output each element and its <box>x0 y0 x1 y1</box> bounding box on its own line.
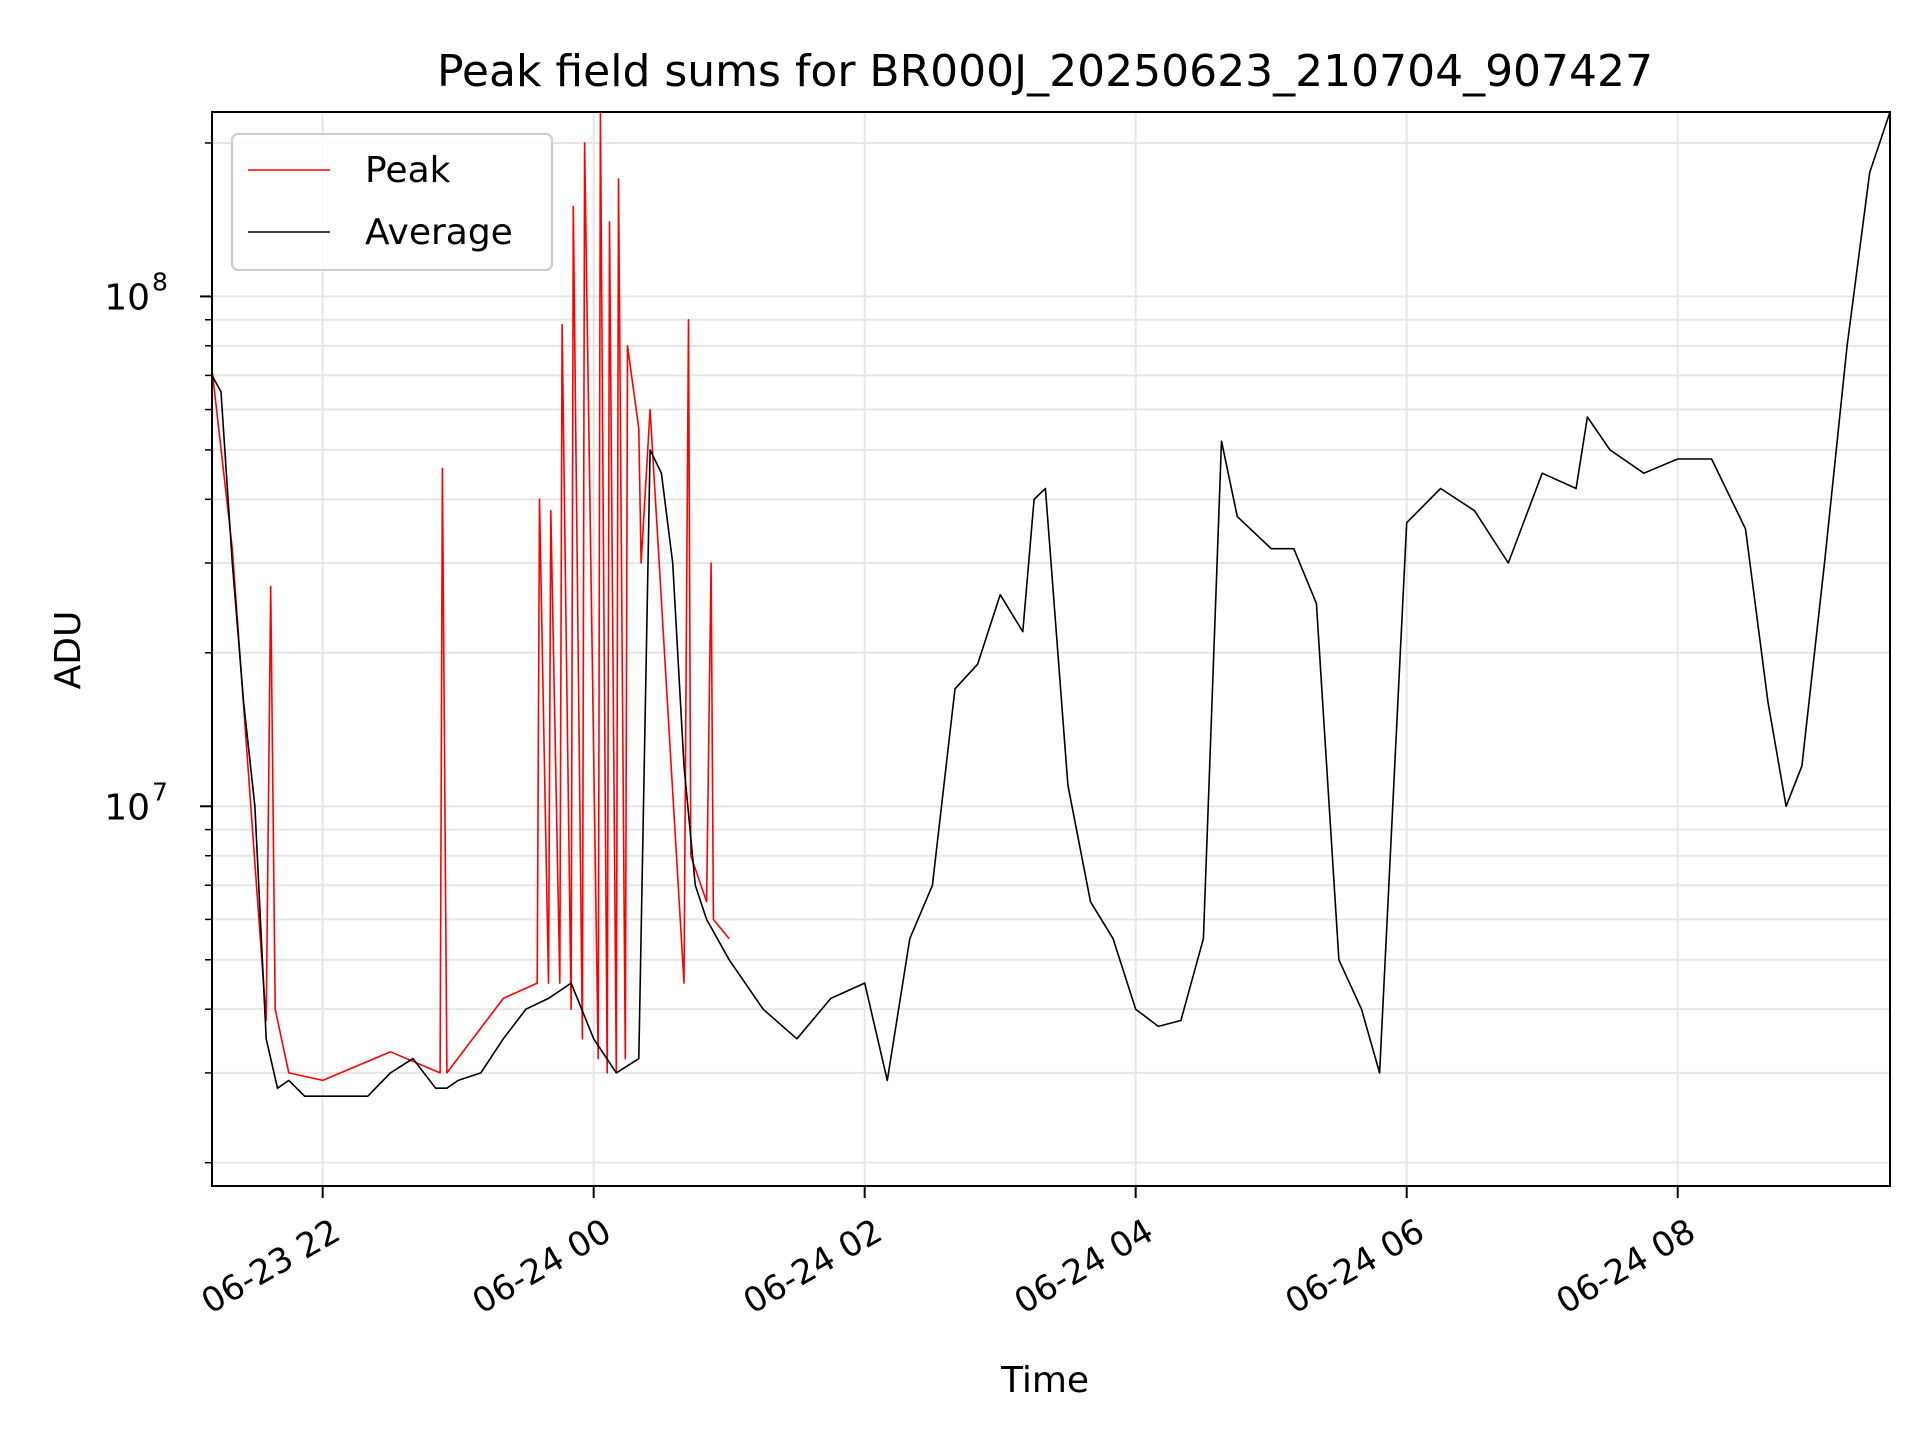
legend-box <box>231 133 553 271</box>
series-line-average <box>211 111 1891 1097</box>
chart-title: Peak field sums for BR000J_20250623_2107… <box>437 46 1653 97</box>
y-tick-label-base: 10 <box>104 787 150 828</box>
y-tick-label-base: 10 <box>104 277 150 318</box>
legend-label-peak: Peak <box>365 150 451 191</box>
y-tick-label-exponent: 7 <box>152 777 168 806</box>
series-layer <box>211 111 1891 1097</box>
series-line-peak <box>211 111 730 1082</box>
legend-label-average: Average <box>365 212 513 253</box>
y-axis-label: ADU <box>48 611 89 690</box>
x-axis-label: Time <box>1000 1360 1089 1401</box>
legend: Peak Average <box>231 133 553 271</box>
y-tick-label-exponent: 8 <box>152 267 168 296</box>
plot-frame <box>211 111 1891 1187</box>
plot-area <box>211 111 1891 1187</box>
